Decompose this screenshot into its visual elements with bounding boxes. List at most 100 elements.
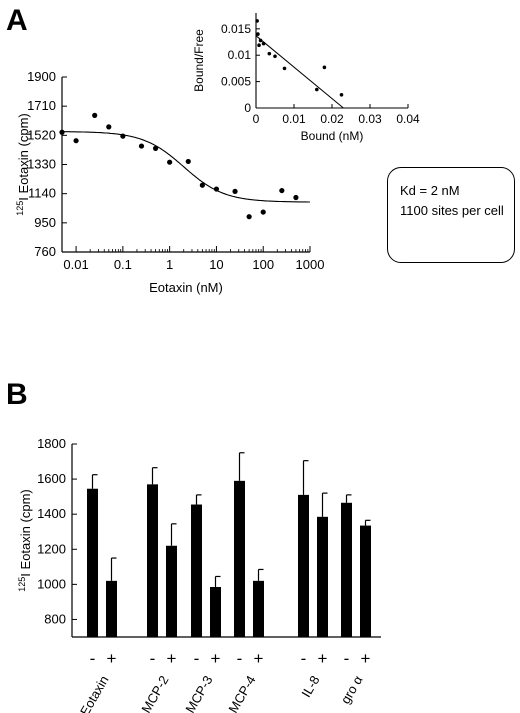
inset-y-tick-label: 0.005 <box>221 75 251 89</box>
bar-y-tick-label: 1200 <box>37 541 66 556</box>
kd-value-text: Kd = 2 nM <box>400 183 460 198</box>
inset-data-point <box>255 19 259 23</box>
panel-a-label: A <box>6 4 28 37</box>
bar-y-tick-label: 1000 <box>37 576 66 591</box>
data-point <box>232 188 238 194</box>
treatment-sign-label: + <box>107 649 117 668</box>
y-tick-label: 950 <box>34 215 56 230</box>
binding-curve-chart: 760 950 1140 1330 1520 1710 1900 0.01 0.1 1 10 100 1… <box>15 69 324 295</box>
sites-per-cell-text: 1100 sites per cell <box>400 203 504 218</box>
data-point <box>59 129 65 135</box>
inset-data-point <box>282 66 287 71</box>
competition-bar-chart: 800 1000 1200 1400 1600 1800 125I Eotaxin (cpm… <box>17 436 381 713</box>
bar-y-tick-label: 1400 <box>37 506 66 521</box>
scatchard-inset-chart: 0 0.005 0.01 0.015 0 0.01 0.02 0.03 0.04 Bound (n… <box>192 13 420 143</box>
y-axis-label-superscript: 125 <box>15 201 25 216</box>
bar <box>87 488 98 637</box>
y-tick-label: 1520 <box>27 127 56 142</box>
bar-y-axis-label-text: I Eotaxin (cpm) <box>18 489 33 576</box>
y-tick-label: 1710 <box>27 98 56 113</box>
data-point <box>246 214 252 220</box>
y-tick-label: 760 <box>34 244 56 259</box>
inset-data-point <box>256 32 260 36</box>
y-tick-label: 1140 <box>28 186 56 201</box>
bar <box>317 516 328 637</box>
bar-y-axis-label-superscript: 125 <box>17 577 27 592</box>
inset-data-point <box>258 38 263 43</box>
bar <box>106 580 117 637</box>
y-tick-label: 1900 <box>27 69 56 84</box>
treatment-sign-label: + <box>167 649 177 668</box>
bar <box>298 494 309 637</box>
data-point <box>199 182 205 188</box>
group-label: MCP-2 <box>138 673 171 713</box>
inset-data-point <box>267 51 272 56</box>
data-point <box>293 194 299 201</box>
treatment-sign-label: - <box>150 649 156 668</box>
data-point <box>138 143 145 149</box>
inset-fit-line <box>255 35 344 109</box>
data-point <box>260 209 266 215</box>
group-label: MCP-4 <box>225 673 258 713</box>
bar <box>210 586 221 637</box>
bar <box>341 502 352 637</box>
data-point <box>92 112 98 118</box>
data-point <box>152 145 159 151</box>
inset-data-point <box>261 41 266 46</box>
bar <box>147 484 158 637</box>
treatment-sign-label: + <box>254 649 264 668</box>
inset-x-tick-label: 0.02 <box>320 112 344 126</box>
data-point <box>120 133 126 139</box>
fit-curve <box>62 131 310 203</box>
treatment-sign-label: - <box>194 649 200 668</box>
y-axis-label-text: I Eotaxin (cpm) <box>16 113 31 200</box>
inset-data-point <box>315 87 319 92</box>
inset-y-tick-label: 0.01 <box>228 48 252 62</box>
bar-y-tick-label: 1800 <box>37 436 66 451</box>
bar-y-axis-label: 125I Eotaxin (cpm) <box>17 489 33 591</box>
treatment-sign-label: - <box>90 649 96 668</box>
x-tick-label: 1 <box>166 257 173 272</box>
group-label: IL-8 <box>298 673 322 700</box>
inset-x-tick-label: 0.04 <box>396 112 420 126</box>
inset-x-tick-label: 0 <box>253 112 260 126</box>
x-axis-label: Eotaxin (nM) <box>149 280 223 295</box>
bar-y-tick-label: 800 <box>44 611 66 626</box>
inset-y-axis-label: Bound/Free <box>192 29 206 92</box>
data-point <box>106 124 112 130</box>
data-point <box>73 138 79 144</box>
bar <box>234 480 245 637</box>
inset-data-point <box>339 93 344 97</box>
y-tick-label: 1330 <box>27 157 56 172</box>
inset-y-tick-label: 0 <box>244 101 251 115</box>
bar <box>191 504 202 637</box>
treatment-sign-label: - <box>301 649 307 668</box>
data-point <box>279 187 285 194</box>
bar-y-tick-label: 1600 <box>37 471 66 486</box>
x-tick-label: 1000 <box>296 257 325 272</box>
group-label: Eotaxin <box>77 673 112 713</box>
treatment-sign-label: - <box>237 649 243 668</box>
y-axis-label: 125I Eotaxin (cpm) <box>15 113 31 215</box>
bar <box>253 580 264 637</box>
group-label: MCP-3 <box>182 673 215 713</box>
bar <box>360 525 371 637</box>
treatment-sign-label: + <box>211 649 221 668</box>
x-tick-label: 0.1 <box>114 257 132 272</box>
panel-b-label: B <box>6 378 28 411</box>
bar <box>166 545 177 637</box>
x-tick-label: 10 <box>209 257 223 272</box>
x-tick-label: 100 <box>252 257 274 272</box>
data-point <box>185 158 191 165</box>
inset-data-point <box>322 65 327 70</box>
inset-x-tick-label: 0.01 <box>282 112 306 126</box>
group-label: gro α <box>338 673 366 707</box>
inset-data-point <box>273 54 277 59</box>
data-point <box>213 186 220 192</box>
treatment-sign-label: - <box>344 649 350 668</box>
data-point <box>167 159 173 165</box>
inset-y-tick-label: 0.015 <box>221 22 251 36</box>
inset-data-point <box>257 43 261 47</box>
treatment-sign-label: + <box>361 649 371 668</box>
